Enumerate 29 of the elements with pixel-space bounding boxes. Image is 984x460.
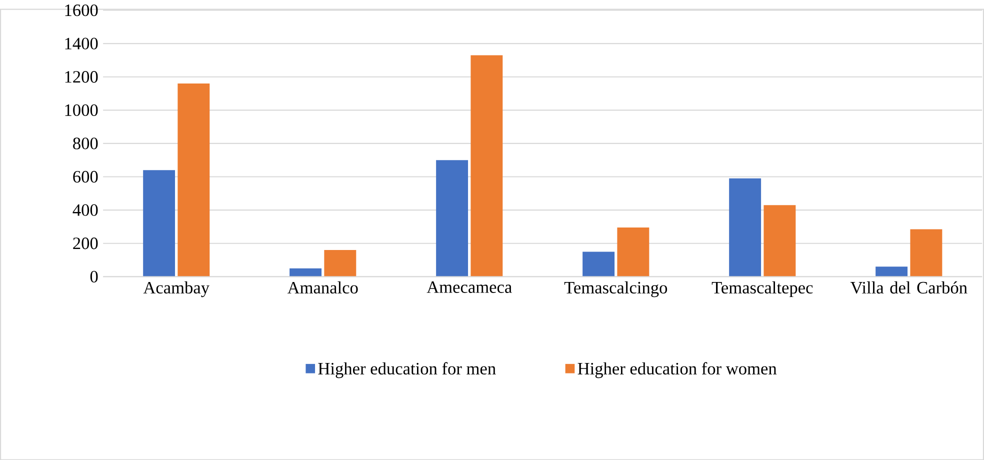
x-tick-label: Temascalcingo bbox=[564, 281, 668, 297]
y-tick-label: 800 bbox=[73, 137, 98, 150]
x-tick-label: Amecameca bbox=[426, 281, 512, 293]
x-tick-label: Amanalco bbox=[287, 281, 358, 294]
x-tick-label: Villa del Carbón bbox=[850, 281, 968, 294]
bar bbox=[324, 250, 356, 277]
y-tick-label: 0 bbox=[90, 270, 98, 282]
bar bbox=[290, 268, 322, 277]
legend-label: Higher education for men bbox=[318, 362, 496, 378]
y-tick-label: 200 bbox=[73, 237, 98, 250]
y-tick-label: 1600 bbox=[65, 4, 98, 16]
y-tick-label: 400 bbox=[72, 204, 98, 216]
bar bbox=[729, 178, 762, 277]
x-tick-label: Acambay bbox=[143, 281, 210, 297]
legend-label: Higher education for women bbox=[578, 362, 777, 378]
bar bbox=[876, 266, 908, 277]
y-tick-label: 1200 bbox=[65, 70, 98, 83]
y-tick-label: 1400 bbox=[65, 38, 98, 50]
y-tick-label: 1000 bbox=[65, 104, 98, 116]
bar bbox=[582, 252, 615, 277]
bar bbox=[910, 229, 942, 277]
x-tick-label: Temascaltepec bbox=[712, 281, 813, 297]
y-tick-label: 600 bbox=[73, 170, 98, 182]
bar bbox=[764, 204, 796, 277]
bar bbox=[143, 170, 176, 277]
bar bbox=[436, 160, 468, 277]
bar bbox=[617, 227, 650, 277]
bar bbox=[470, 55, 503, 277]
bar bbox=[178, 83, 210, 277]
